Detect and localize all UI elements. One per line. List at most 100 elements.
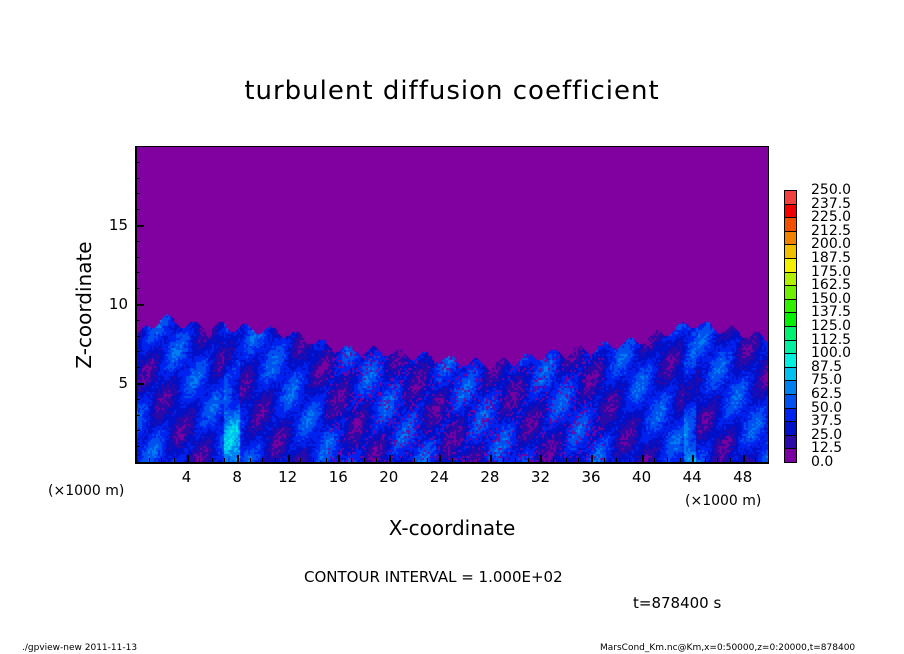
colorbar-label: 250.0 [811, 182, 852, 198]
y-minor-tick [136, 288, 140, 290]
x-minor-tick [477, 458, 479, 462]
y-minor-tick [136, 398, 140, 400]
x-minor-tick [350, 458, 352, 462]
y-axis-unit: (×1000 m) [48, 483, 125, 499]
colorbar-swatch [784, 258, 797, 273]
x-tick-label: 32 [530, 468, 551, 486]
x-major-tick [692, 455, 695, 462]
colorbar-swatch [784, 407, 797, 423]
y-axis-label: Z-coordinate [72, 241, 96, 369]
colorbar-label: 25.0 [811, 426, 843, 443]
x-major-tick [540, 455, 543, 462]
colorbar-label: 212.5 [811, 222, 852, 239]
x-minor-tick [452, 458, 453, 462]
x-minor-tick [300, 458, 302, 462]
x-tick-label: 24 [429, 468, 449, 486]
x-minor-tick [527, 458, 529, 462]
y-minor-tick [136, 240, 140, 242]
x-minor-tick [717, 458, 719, 462]
colorbar-label: 75.0 [811, 372, 843, 389]
x-major-tick [742, 455, 745, 462]
y-minor-tick [136, 319, 140, 321]
x-minor-tick [224, 458, 226, 462]
y-minor-tick [136, 367, 140, 369]
x-minor-tick [616, 458, 618, 462]
footer-right: MarsCond_Km.nc@Km,x=0:50000,z=0:20000,t=… [600, 643, 856, 653]
x-major-tick [641, 455, 644, 462]
x-minor-tick [704, 458, 706, 462]
x-minor-tick [211, 458, 213, 462]
y-minor-tick [136, 351, 140, 353]
colorbar-swatch [784, 421, 797, 436]
frame-right [768, 146, 769, 462]
colorbar-swatch [784, 203, 797, 219]
colorbar-swatch [784, 190, 797, 205]
x-minor-tick [325, 458, 327, 462]
x-minor-tick [426, 458, 428, 462]
x-tick-label: 40 [632, 468, 652, 486]
colorbar-label: 200.0 [811, 236, 852, 253]
y-minor-tick [136, 335, 140, 337]
x-minor-tick [199, 458, 201, 462]
y-minor-tick [136, 256, 140, 258]
x-minor-tick [414, 458, 416, 462]
colorbar-label: 50.0 [811, 399, 843, 416]
x-minor-tick [464, 458, 466, 462]
x-major-tick [237, 455, 240, 462]
colorbar-label: 175.0 [811, 263, 852, 280]
x-minor-tick [679, 458, 681, 462]
colorbar-label: 62.5 [811, 386, 843, 402]
x-tick-label: 4 [181, 468, 192, 486]
x-minor-tick [578, 458, 580, 462]
x-axis-unit: (×1000 m) [685, 493, 762, 509]
colorbar-label: 0.0 [811, 454, 834, 470]
footer-left: ./gpview-new 2011-11-13 [22, 643, 138, 653]
colorbar-swatch [784, 217, 797, 232]
x-minor-tick [603, 458, 605, 462]
colorbar-label: 100.0 [811, 345, 852, 362]
colorbar-swatch [784, 448, 797, 463]
x-minor-tick [363, 458, 365, 462]
x-minor-tick [312, 458, 314, 462]
y-minor-tick [136, 177, 140, 179]
colorbar-label: 150.0 [811, 290, 852, 307]
x-minor-tick [654, 458, 656, 462]
y-tick-label: 10 [108, 295, 128, 313]
x-minor-tick [148, 458, 150, 462]
x-tick-label: 8 [232, 468, 242, 486]
y-major-tick [136, 225, 144, 227]
x-minor-tick [515, 458, 517, 462]
x-tick-label: 20 [379, 468, 399, 486]
contour-interval: CONTOUR INTERVAL = 1.000E+02 [304, 568, 563, 586]
x-tick-label: 28 [480, 468, 500, 486]
x-minor-tick [502, 458, 504, 462]
frame-top [136, 146, 768, 147]
colorbar-label: 225.0 [811, 209, 852, 226]
colorbar-label: 112.5 [811, 331, 852, 348]
x-tick-label: 48 [733, 468, 753, 486]
x-minor-tick [730, 458, 732, 462]
x-minor-tick [262, 458, 264, 462]
colorbar-swatch [784, 366, 797, 382]
y-major-tick [136, 383, 144, 385]
x-major-tick [439, 455, 442, 462]
y-minor-tick [136, 161, 140, 163]
colorbar-label: 162.5 [811, 277, 852, 294]
y-tick-label: 5 [118, 374, 128, 392]
x-minor-tick [628, 458, 630, 462]
y-tick-label: 15 [108, 216, 128, 234]
colorbar-swatch [784, 298, 797, 314]
y-minor-tick [136, 193, 140, 195]
x-tick-label: 16 [328, 468, 348, 486]
colorbar-swatch [784, 380, 797, 395]
x-tick-label: 44 [682, 468, 702, 486]
x-axis-label: X-coordinate [388, 516, 516, 540]
y-minor-tick [136, 209, 140, 211]
colorbar-swatch [784, 326, 797, 341]
colorbar-swatch [784, 312, 797, 327]
x-minor-tick [401, 458, 403, 462]
colorbar-swatch [784, 353, 797, 368]
x-minor-tick [275, 458, 277, 462]
x-minor-tick [565, 458, 567, 462]
colorbar-swatch [784, 434, 797, 450]
